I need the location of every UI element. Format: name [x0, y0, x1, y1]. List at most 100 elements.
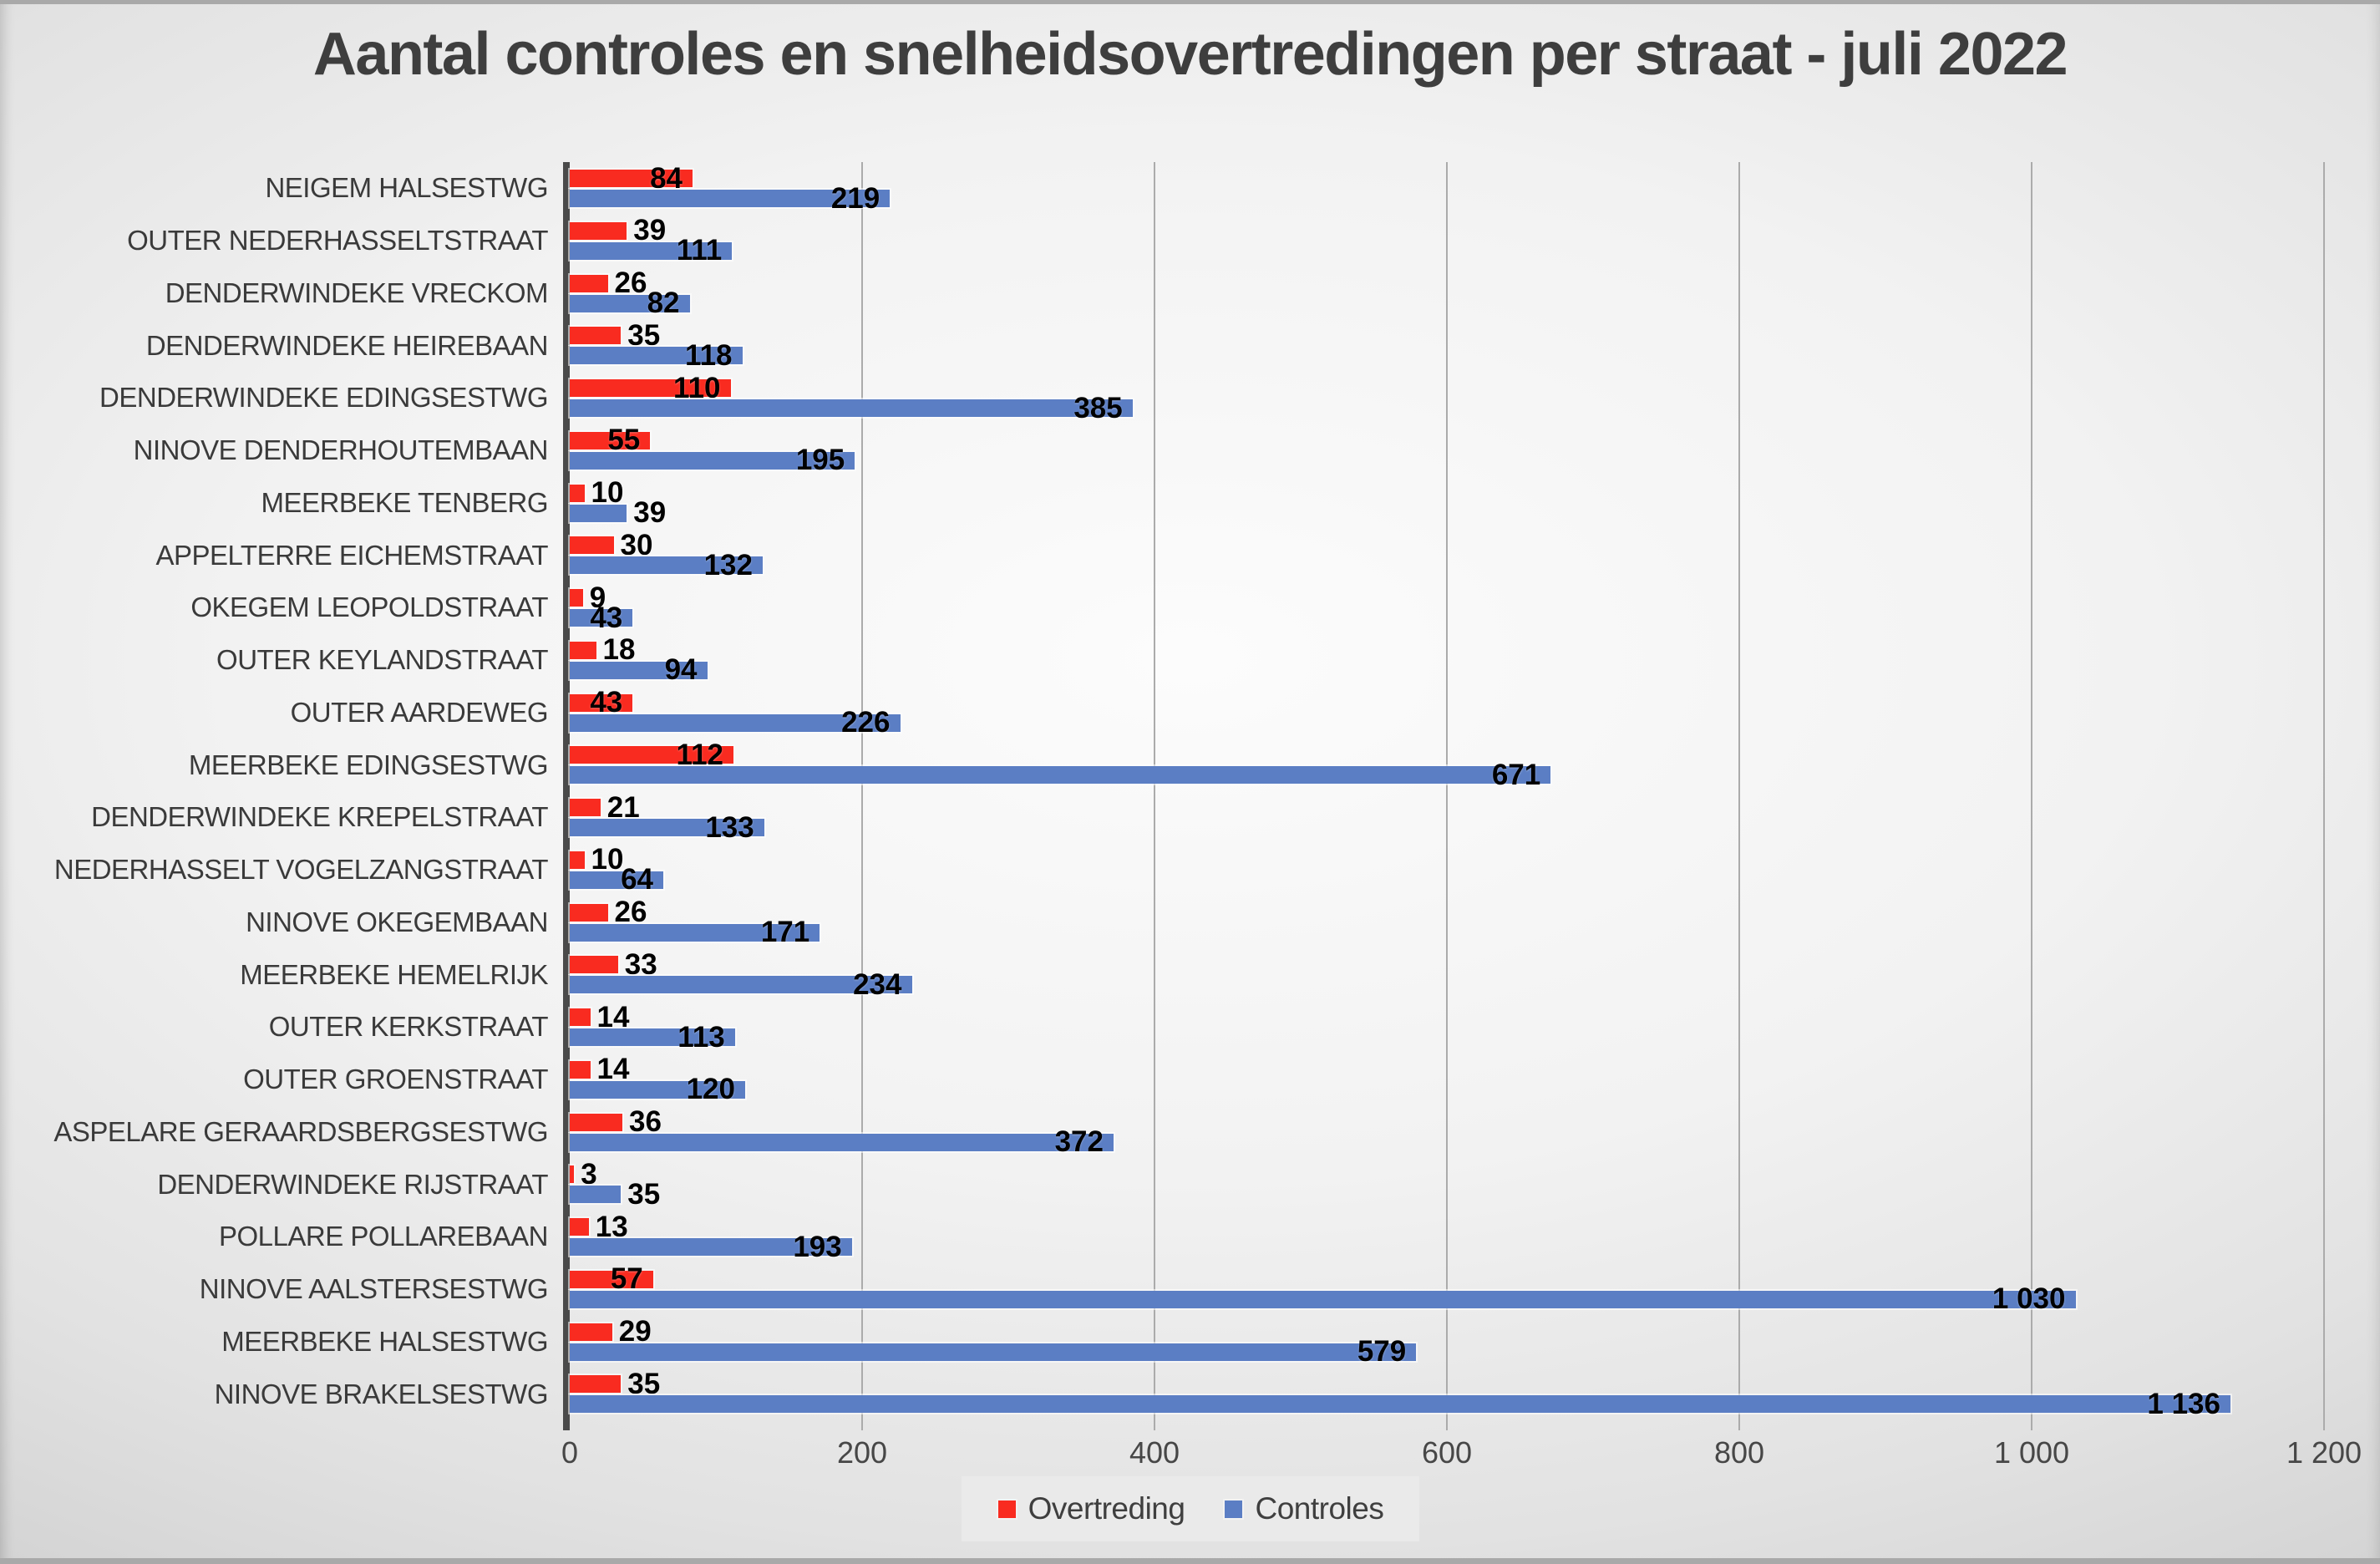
x-axis-tick-label: 1 200	[2286, 1435, 2362, 1470]
value-label: 234	[853, 967, 902, 1001]
value-label: 84	[650, 161, 683, 195]
bar-controles[interactable]: 385	[568, 392, 1134, 424]
bar-overtreding[interactable]: 57	[568, 1262, 655, 1295]
category-label: OUTER NEDERHASSELTSTRAAT	[127, 225, 548, 256]
category-label: DENDERWINDEKE HEIREBAAN	[145, 329, 549, 361]
category-row: OUTER NEDERHASSELTSTRAAT 39 111	[127, 214, 2324, 267]
bar-controles[interactable]: 64	[568, 863, 665, 896]
category-row: DENDERWINDEKE KREPELSTRAAT 21 133	[91, 791, 2324, 844]
value-label: 120	[686, 1073, 735, 1106]
category-label: DENDERWINDEKE VRECKOM	[165, 277, 549, 308]
value-label: 33	[624, 947, 657, 981]
bar-overtreding[interactable]: 26	[568, 896, 647, 928]
bar-controles[interactable]: 171	[567, 916, 822, 948]
bar-controles[interactable]: 113	[568, 1021, 737, 1054]
bar-overtreding[interactable]: 55	[567, 424, 652, 456]
gridline	[2031, 162, 2032, 1430]
bar-controles[interactable]: 1 030	[568, 1282, 2078, 1315]
bar-overtreding[interactable]: 18	[568, 633, 635, 666]
value-label: 132	[703, 548, 753, 581]
category-label: OUTER KERKSTRAAT	[268, 1011, 549, 1043]
bar-overtreding[interactable]: 13	[568, 1211, 628, 1243]
bar-controles[interactable]: 226	[568, 706, 902, 739]
value-label: 13	[595, 1210, 628, 1243]
bar-controles[interactable]: 39	[567, 496, 666, 529]
gridline	[1738, 162, 1740, 1430]
x-axis-tick-label: 0	[561, 1435, 579, 1470]
bar-controles[interactable]: 1 136	[568, 1388, 2232, 1420]
value-label: 385	[1073, 391, 1123, 424]
bar-overtreding[interactable]: 39	[567, 214, 666, 246]
category-label: MEERBEKE TENBERG	[261, 486, 549, 518]
bar-overtreding[interactable]: 26	[568, 267, 647, 299]
category-label: OUTER AARDEWEG	[290, 696, 549, 728]
x-axis-tick-label: 1 000	[1993, 1435, 2070, 1470]
bar-overtreding[interactable]: 3	[567, 1158, 597, 1191]
bar-controles[interactable]: 219	[567, 182, 892, 215]
value-label: 35	[627, 318, 661, 352]
value-label: 226	[841, 706, 891, 739]
x-axis-tick-label: 800	[1713, 1435, 1765, 1470]
bar-controles[interactable]: 132	[568, 549, 764, 581]
bar-overtreding[interactable]: 10	[568, 476, 623, 509]
value-label: 39	[633, 214, 667, 247]
bar-controles[interactable]: 193	[568, 1231, 854, 1263]
bar-overtreding[interactable]: 29	[568, 1315, 652, 1348]
legend-item-overtreding[interactable]: Overtreding	[996, 1491, 1185, 1526]
bar-controles[interactable]: 43	[567, 602, 635, 634]
category-label: MEERBEKE HEMELRIJK	[240, 958, 548, 990]
bar-overtreding[interactable]: 14	[568, 1001, 629, 1033]
category-row: NINOVE BRAKELSESTWG 35 1 136	[215, 1368, 2324, 1420]
bar-overtreding[interactable]: 9	[568, 581, 606, 614]
bar-controles[interactable]: 118	[568, 339, 744, 372]
value-label: 94	[664, 653, 698, 687]
bar-controles[interactable]: 372	[568, 1125, 1115, 1158]
category-row: MEERBEKE HALSESTWG 29 579	[221, 1315, 2324, 1368]
bar-controles[interactable]: 579	[567, 1335, 1418, 1368]
value-label: 372	[1054, 1125, 1104, 1158]
bar-overtreding[interactable]: 36	[568, 1105, 662, 1138]
bar-overtreding[interactable]: 110	[568, 372, 733, 404]
gridline	[1154, 162, 1155, 1430]
category-row: ASPELARE GERAARDSBERGSESTWG 36 372	[53, 1105, 2324, 1159]
category-row: OUTER GROENSTRAAT 14 120	[243, 1053, 2324, 1106]
bar-overtreding[interactable]: 43	[567, 686, 635, 719]
bar-overtreding[interactable]: 35	[567, 319, 660, 352]
bar-overtreding[interactable]: 10	[568, 843, 623, 876]
bar-controles[interactable]: 133	[568, 811, 766, 844]
bar-controles[interactable]: 195	[567, 444, 857, 476]
category-label: OUTER GROENSTRAAT	[243, 1064, 548, 1095]
category-row: DENDERWINDEKE EDINGSESTWG 110 385	[99, 372, 2324, 424]
value-label: 110	[673, 371, 721, 404]
value-label: 30	[620, 528, 653, 561]
value-label: 26	[614, 896, 647, 928]
bar-controles[interactable]: 35	[567, 1178, 660, 1211]
category-label: OKEGEM LEOPOLDSTRAAT	[190, 592, 548, 623]
legend: Overtreding Controles	[961, 1476, 1419, 1541]
bar-overtreding[interactable]: 33	[568, 948, 657, 981]
bar-controles[interactable]: 671	[567, 759, 1553, 791]
gridline	[2323, 162, 2325, 1430]
bar-controles[interactable]: 120	[568, 1073, 747, 1105]
value-label: 9	[589, 581, 606, 614]
category-row: APPELTERRE EICHEMSTRAAT 30 132	[155, 529, 2324, 581]
value-label: 112	[676, 738, 723, 771]
bar-controles[interactable]: 82	[568, 287, 692, 319]
value-label: 10	[591, 476, 624, 509]
bar-controles[interactable]: 111	[567, 234, 734, 267]
bar-overtreding[interactable]: 14	[568, 1053, 629, 1085]
category-row: OUTER AARDEWEG 43 226	[291, 686, 2324, 739]
category-label: POLLARE POLLAREBAAN	[218, 1221, 549, 1252]
bar-overtreding[interactable]: 112	[568, 739, 735, 771]
bar-controles[interactable]: 94	[568, 653, 709, 686]
bar-overtreding[interactable]: 35	[567, 1368, 660, 1400]
bar-overtreding[interactable]: 84	[568, 162, 694, 195]
bar-controles[interactable]: 234	[568, 968, 914, 1001]
bar-overtreding[interactable]: 30	[568, 529, 652, 561]
category-row: MEERBEKE EDINGSESTWG 112 671	[189, 739, 2324, 791]
value-label: 195	[795, 444, 845, 477]
bar-overtreding[interactable]: 21	[568, 791, 640, 824]
legend-item-controles[interactable]: Controles	[1223, 1491, 1384, 1526]
category-label: DENDERWINDEKE RIJSTRAAT	[157, 1168, 548, 1200]
